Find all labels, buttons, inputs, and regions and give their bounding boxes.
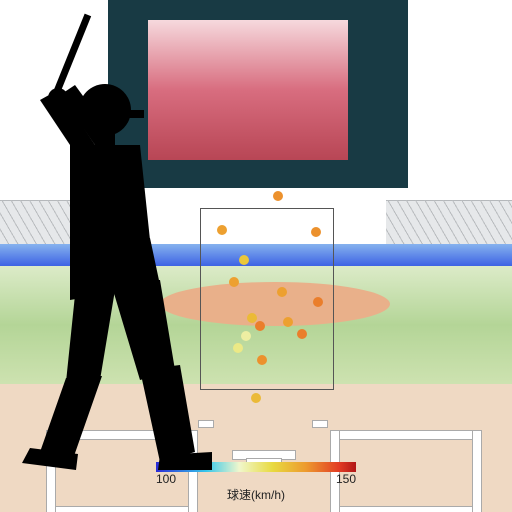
batter-silhouette	[0, 0, 512, 512]
pitch-location-chart: 100 150 球速(km/h)	[0, 0, 512, 512]
